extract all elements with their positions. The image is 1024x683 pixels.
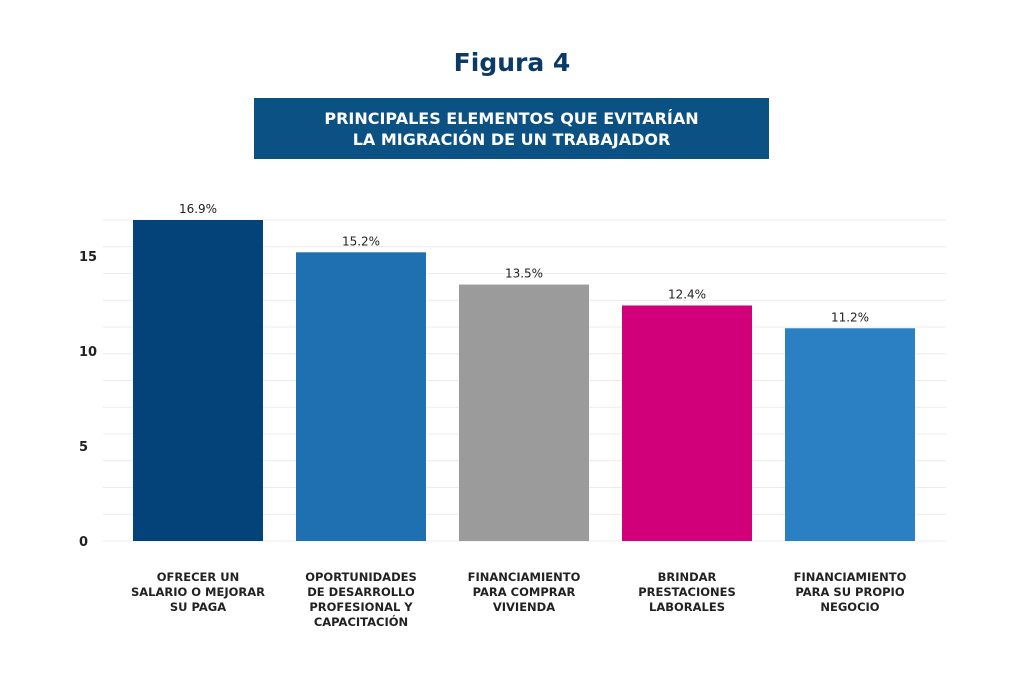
bar [133, 220, 263, 541]
x-tick-label-line: CAPACITACIÓN [313, 615, 409, 629]
x-tick-label-line: OPORTUNIDADES [305, 570, 417, 584]
x-tick-label-line: BRINDAR [657, 570, 717, 584]
x-tick-label-line: PARA SU PROPIO [795, 585, 905, 599]
x-tick-label-line: PARA COMPRAR [472, 585, 576, 599]
bar [296, 252, 426, 541]
data-label: 15.2% [342, 234, 380, 248]
data-label: 11.2% [831, 310, 869, 324]
y-tick-label: 15 [79, 250, 97, 265]
x-tick-label-line: DE DESARROLLO [307, 585, 415, 599]
data-label: 12.4% [668, 287, 706, 301]
x-tick-label-line: SU PAGA [169, 600, 227, 614]
x-tick-label-line: PRESTACIONES [638, 585, 736, 599]
y-tick-label: 10 [79, 345, 97, 360]
chart-title-line: LA MIGRACIÓN DE UN TRABAJADOR [352, 129, 671, 149]
y-tick-label: 5 [79, 440, 88, 455]
x-tick-label-line: PROFESIONAL Y [309, 600, 413, 614]
y-tick-label: 0 [79, 535, 88, 550]
data-label: 16.9% [179, 202, 217, 216]
x-tick-label-line: FINANCIAMIENTO [467, 570, 581, 584]
bar [785, 328, 915, 541]
x-tick-label: OFRECER UN SALARIO O MEJORAR SU PAGA [123, 570, 273, 615]
x-tick-label: FINANCIAMIENTO PARA COMPRAR VIVIENDA [449, 570, 599, 615]
x-tick-label: FINANCIAMIENTO PARA SU PROPIO NEGOCIO [775, 570, 925, 615]
data-label: 13.5% [505, 267, 543, 281]
x-tick-label-line: SALARIO O MEJORAR [130, 585, 266, 599]
x-tick-label-line: VIVIENDA [492, 600, 556, 614]
x-tick-label-line: LABORALES [649, 600, 725, 614]
figure-title: Figura 4 [453, 48, 571, 77]
x-tick-label: BRINDAR PRESTACIONES LABORALES [612, 570, 762, 615]
bar [622, 305, 752, 541]
x-tick-label-line: OFRECER UN [156, 570, 240, 584]
x-tick-label-line: NEGOCIO [820, 600, 880, 614]
x-tick-label-line: FINANCIAMIENTO [793, 570, 907, 584]
bar [459, 284, 589, 541]
chart-title-banner: PRINCIPALES ELEMENTOS QUE EVITARÍAN LA M… [254, 98, 769, 159]
chart-title-line: PRINCIPALES ELEMENTOS QUE EVITARÍAN [324, 108, 699, 128]
